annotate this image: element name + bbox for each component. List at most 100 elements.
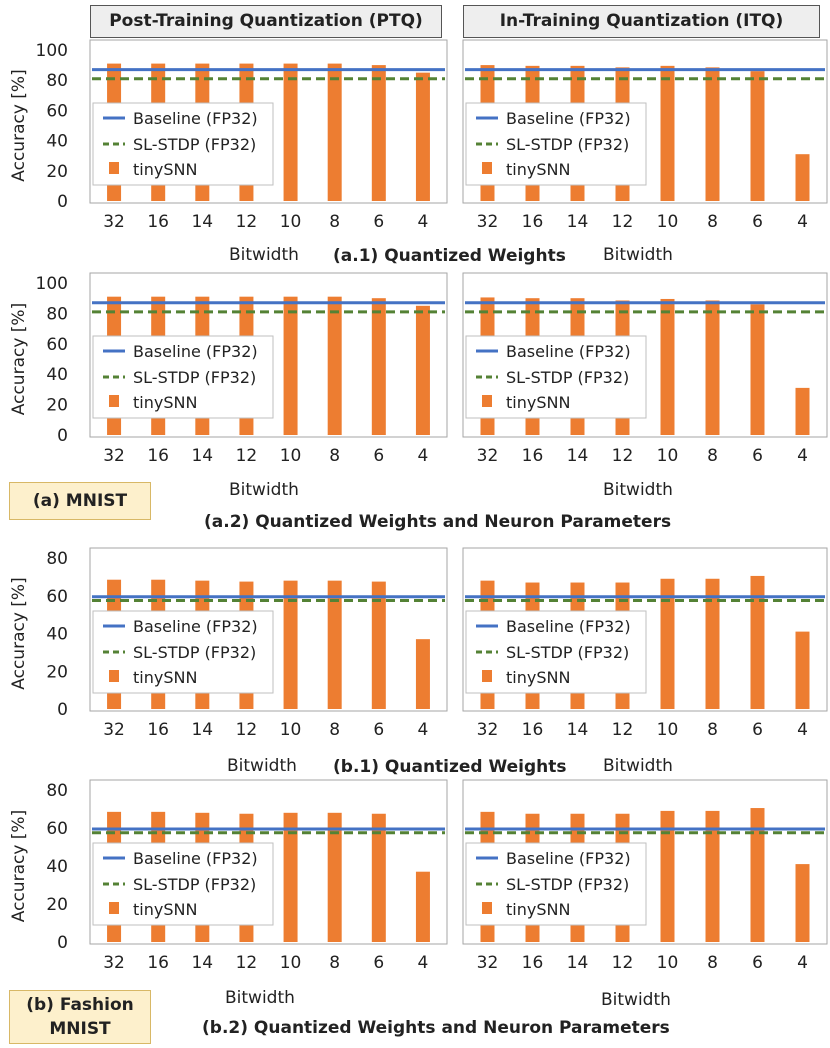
ylabel-b2-ptq: Accuracy [%]: [9, 810, 29, 922]
legend-tinysnn-swatch: [109, 670, 119, 682]
legend-tinysnn-swatch: [109, 395, 119, 407]
ytick-b1-ptq: 0: [57, 700, 68, 720]
ytick-a2-ptq: 0: [57, 426, 68, 446]
legend-tinysnn-swatch: [482, 162, 492, 174]
dataset-label-fashion-line2: MNIST: [49, 1019, 111, 1039]
xtick-b1-itq-8: 8: [707, 720, 718, 740]
legend-baseline-label: Baseline (FP32): [133, 109, 258, 128]
xtick-b2-itq-32: 32: [477, 953, 499, 973]
xtick-a1-ptq-4: 4: [418, 212, 429, 232]
legend-slstdp-label: SL-STDP (FP32): [506, 875, 629, 894]
xtick-b2-ptq-8: 8: [329, 953, 340, 973]
ylabel-b1-ptq: Accuracy [%]: [9, 577, 29, 689]
xtick-b2-ptq-6: 6: [373, 953, 384, 973]
ytick-b2-ptq: 40: [46, 857, 68, 877]
xtick-a2-ptq-14: 14: [191, 446, 213, 466]
xtick-a1-ptq-12: 12: [236, 212, 258, 232]
ytick-a1-ptq: 80: [46, 71, 68, 91]
xtick-b1-ptq-8: 8: [329, 720, 340, 740]
bar-a2-itq-4: [795, 387, 810, 435]
xtick-a2-itq-16: 16: [522, 446, 544, 466]
plot-frame-b1-ptq: [89, 547, 448, 712]
xtick-a2-ptq-16: 16: [147, 446, 169, 466]
xlabel-a1-itq: Bitwidth: [603, 245, 673, 265]
xtick-b2-itq-16: 16: [522, 953, 544, 973]
xtick-b2-itq-6: 6: [752, 953, 763, 973]
xtick-a2-itq-12: 12: [612, 446, 634, 466]
bar-a2-ptq-4: [415, 305, 430, 435]
bar-b1-itq-6: [750, 575, 765, 709]
bar-b2-itq-10: [660, 810, 675, 942]
xtick-a1-itq-32: 32: [477, 212, 499, 232]
legend-tinysnn-swatch: [109, 902, 119, 914]
xtick-a1-ptq-14: 14: [191, 212, 213, 232]
caption-a2: (a.2) Quantized Weights and Neuron Param…: [204, 512, 672, 532]
plot-frame-a2-ptq: [89, 272, 448, 438]
legend-tinysnn-label: tinySNN: [506, 393, 570, 412]
legend-baseline-label: Baseline (FP32): [506, 617, 631, 636]
ytick-b2-ptq: 20: [46, 895, 68, 915]
xtick-b1-itq-16: 16: [522, 720, 544, 740]
xlabel-b2-ptq: Bitwidth: [225, 988, 295, 1008]
bar-b1-itq-4: [795, 631, 810, 709]
xtick-b2-itq-10: 10: [657, 953, 679, 973]
xtick-a1-itq-16: 16: [522, 212, 544, 232]
bar-a1-ptq-6: [371, 65, 386, 201]
legend-tinysnn-swatch: [482, 395, 492, 407]
legend-baseline-label: Baseline (FP32): [506, 109, 631, 128]
xlabel-b1-itq: Bitwidth: [603, 756, 673, 776]
legend-slstdp-label: SL-STDP (FP32): [506, 135, 629, 154]
legend-slstdp-label: SL-STDP (FP32): [133, 135, 256, 154]
plot-frame-b2-itq: [462, 779, 828, 945]
ylabel-a2-ptq: Accuracy [%]: [9, 303, 29, 415]
ytick-a1-ptq: 0: [57, 192, 68, 212]
xtick-a1-itq-12: 12: [612, 212, 634, 232]
xtick-b1-ptq-6: 6: [373, 720, 384, 740]
ytick-b2-ptq: 60: [46, 819, 68, 839]
legend-baseline-label: Baseline (FP32): [133, 849, 258, 868]
xtick-b2-itq-4: 4: [797, 953, 808, 973]
xtick-a1-itq-10: 10: [657, 212, 679, 232]
bar-a2-itq-10: [660, 298, 675, 435]
xlabel-a2-ptq: Bitwidth: [229, 480, 299, 500]
bar-a1-ptq-10: [283, 63, 298, 202]
xtick-b1-ptq-12: 12: [236, 720, 258, 740]
bar-a1-itq-4: [795, 154, 810, 201]
xtick-a2-itq-10: 10: [657, 446, 679, 466]
ytick-b2-ptq: 80: [46, 781, 68, 801]
plot-frame-a2-itq: [462, 272, 828, 438]
xtick-b1-ptq-16: 16: [147, 720, 169, 740]
bar-b2-ptq-6: [371, 813, 386, 942]
legend-tinysnn-label: tinySNN: [506, 668, 570, 687]
xtick-b2-ptq-10: 10: [280, 953, 302, 973]
ytick-a1-ptq: 100: [36, 41, 68, 61]
bar-a1-itq-8: [705, 67, 720, 202]
bar-a2-ptq-10: [283, 296, 298, 435]
xtick-b1-itq-10: 10: [657, 720, 679, 740]
legend-slstdp-label: SL-STDP (FP32): [506, 643, 629, 662]
xlabel-b1-ptq: Bitwidth: [227, 756, 297, 776]
xtick-b2-itq-14: 14: [567, 953, 589, 973]
xtick-b1-ptq-14: 14: [191, 720, 213, 740]
plot-frame-a1-itq: [462, 39, 828, 204]
bar-b1-ptq-8: [327, 580, 342, 709]
xtick-a1-ptq-32: 32: [103, 212, 125, 232]
xtick-b1-itq-12: 12: [612, 720, 634, 740]
bar-b1-itq-8: [705, 578, 720, 709]
ytick-a2-ptq: 80: [46, 304, 68, 324]
xtick-a1-itq-4: 4: [797, 212, 808, 232]
ytick-a1-ptq: 60: [46, 101, 68, 121]
header-ptq: Post-Training Quantization (PTQ): [90, 5, 442, 38]
plot-frame-b2-ptq: [89, 779, 448, 945]
legend-baseline-label: Baseline (FP32): [506, 342, 631, 361]
xtick-b2-ptq-16: 16: [147, 953, 169, 973]
dataset-label-mnist: (a) MNIST: [9, 482, 151, 520]
xtick-a2-itq-32: 32: [477, 446, 499, 466]
ytick-a1-ptq: 40: [46, 132, 68, 152]
ytick-b1-ptq: 20: [46, 662, 68, 682]
xtick-a2-ptq-12: 12: [236, 446, 258, 466]
plot-frame-b1-itq: [462, 547, 828, 712]
dataset-label-fashion: (b) Fashion MNIST: [9, 990, 151, 1044]
xlabel-b2-itq: Bitwidth: [601, 990, 671, 1010]
xtick-b2-itq-8: 8: [707, 953, 718, 973]
